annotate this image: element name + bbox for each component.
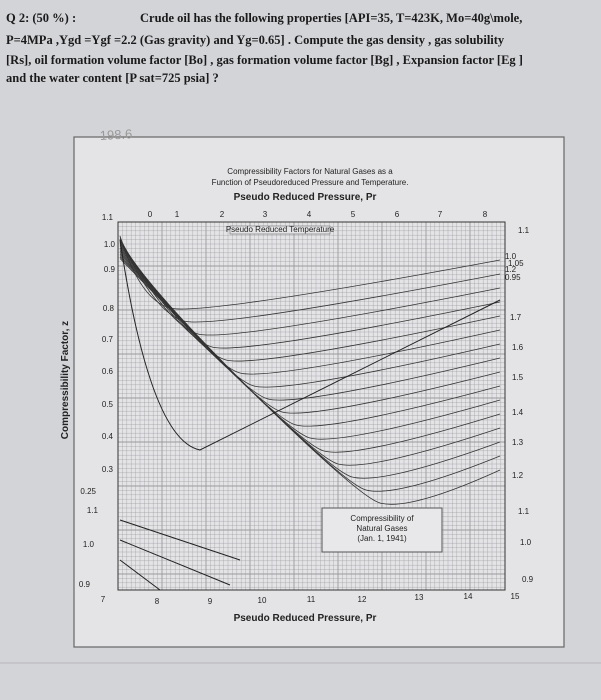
bottom-tick-label: 13 (415, 593, 424, 602)
left-label: 1.0 (83, 540, 95, 549)
low-curve (119, 239, 501, 451)
top-axis-label: Pseudo Reduced Pressure, Pr (234, 192, 377, 203)
left-label: 0.3 (102, 465, 114, 474)
right-label: 1.0 (505, 252, 517, 261)
right-label: 1.3 (512, 438, 524, 447)
inner-label-box (229, 225, 331, 235)
left-label: 0.9 (104, 265, 116, 274)
question-line: P=4MPa ,Ygd =Ygf =2.2 (Gas gravity) and … (6, 33, 505, 47)
figure-title: Compressibility Factors for Natural Gase… (227, 167, 393, 176)
question-label: Q 2: (50 %) : (6, 11, 76, 25)
top-tick-label: 3 (263, 210, 268, 219)
lower-curves (119, 519, 241, 591)
top-tick-label: 7 (438, 210, 443, 219)
top-tick-label: 0 (148, 210, 153, 219)
top-tick-label: 1 (175, 210, 180, 219)
right-label: 1.5 (512, 373, 524, 382)
right-label: 1.4 (512, 408, 524, 417)
bottom-tick-label: 9 (208, 597, 213, 606)
question-line: and the water content [P sat=725 psia] ? (6, 71, 219, 85)
left-label: 0.6 (102, 367, 114, 376)
bottom-tick-label: 11 (307, 595, 316, 604)
inner-label: Pseudo Reduced Temperature (226, 225, 335, 234)
bottom-tick-label: 8 (155, 597, 160, 606)
temperature-curve (119, 238, 501, 336)
figure-title: Function of Pseudoreduced Pressure and T… (212, 178, 409, 187)
right-label: 1.2 (505, 265, 517, 274)
right-label: 1.1 (518, 507, 530, 516)
right-label: 1.1 (518, 226, 530, 235)
right-label: 1.05 (508, 259, 524, 268)
question-line: Crude oil has the following properties [… (140, 11, 522, 25)
bottom-tick-label: 12 (358, 595, 367, 604)
left-label: 1.1 (87, 506, 99, 515)
handwritten-note: 198.6 (99, 126, 132, 143)
legend-box (321, 507, 443, 553)
left-label: 0.5 (102, 400, 114, 409)
temperature-curve (119, 237, 501, 323)
right-label: 0.9 (522, 575, 534, 584)
bottom-axis-label: Pseudo Reduced Pressure, Pr (234, 613, 377, 624)
left-label: 0.9 (79, 580, 91, 589)
bottom-tick-label: 7 (101, 595, 106, 604)
left-label: 0.8 (103, 304, 115, 313)
temperature-curve (119, 235, 501, 310)
legend-line: Natural Gases (356, 524, 407, 533)
right-label: 1.6 (512, 343, 524, 352)
top-tick-label: 8 (483, 210, 488, 219)
question-line: [Rs], oil formation volume factor [Bo] ,… (6, 53, 523, 67)
right-label: 0.95 (505, 273, 521, 282)
left-label: 1.1 (102, 213, 114, 222)
top-tick-label: 4 (307, 210, 312, 219)
y-axis-label: Compressibility Factor, z (60, 321, 71, 439)
legend-line: (Jan. 1, 1941) (357, 534, 407, 543)
right-label: 1.7 (510, 313, 522, 322)
right-label: 1.0 (520, 538, 532, 547)
top-tick-label: 5 (351, 210, 356, 219)
chart-curves (119, 235, 501, 591)
bottom-tick-label: 14 (464, 592, 473, 601)
right-label: 1.2 (512, 471, 524, 480)
left-label: 1.0 (104, 240, 116, 249)
top-tick-label: 2 (220, 210, 225, 219)
bottom-tick-label: 10 (258, 596, 267, 605)
top-tick-label: 6 (395, 210, 400, 219)
temperature-curve (119, 258, 501, 505)
grid-border (117, 221, 506, 591)
legend-line: Compressibility of (350, 514, 414, 523)
bottom-tick-label: 15 (511, 592, 520, 601)
left-label: 0.7 (102, 335, 114, 344)
left-label: 0.25 (80, 487, 96, 496)
left-label: 0.4 (102, 432, 114, 441)
